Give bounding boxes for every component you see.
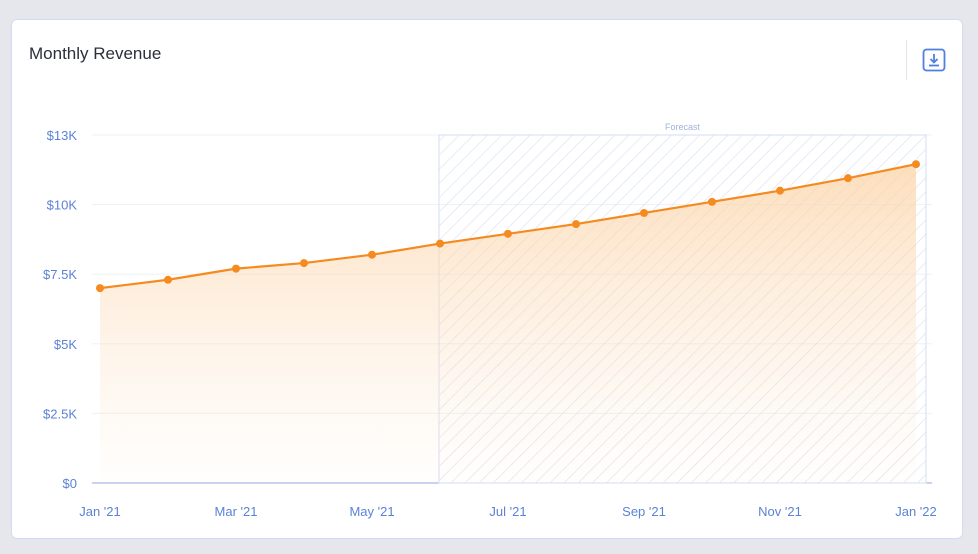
data-point[interactable] — [912, 160, 920, 169]
y-tick-label: $7.5K — [43, 267, 77, 282]
series-area — [100, 164, 916, 483]
download-icon — [922, 48, 946, 72]
y-tick-label: $10K — [47, 198, 78, 213]
data-point[interactable] — [776, 186, 784, 195]
download-button[interactable] — [922, 48, 946, 72]
data-point[interactable] — [572, 220, 580, 229]
data-point[interactable] — [232, 264, 240, 273]
x-tick-label: May '21 — [349, 504, 394, 519]
y-tick-label: $5K — [54, 337, 77, 352]
y-tick-label: $0 — [63, 476, 77, 491]
x-tick-label: Mar '21 — [215, 504, 258, 519]
forecast-label: Forecast — [665, 122, 701, 132]
y-tick-label: $2.5K — [43, 406, 77, 421]
x-tick-label: Jan '21 — [79, 504, 121, 519]
data-point[interactable] — [96, 284, 104, 293]
x-tick-label: Jul '21 — [489, 504, 526, 519]
y-tick-label: $13K — [47, 128, 78, 143]
data-point[interactable] — [640, 208, 648, 217]
card-title: Monthly Revenue — [29, 44, 162, 63]
data-point[interactable] — [844, 174, 852, 183]
x-tick-label: Nov '21 — [758, 504, 802, 519]
data-point[interactable] — [164, 275, 172, 284]
data-point[interactable] — [504, 229, 512, 238]
x-tick-label: Sep '21 — [622, 504, 666, 519]
data-point[interactable] — [368, 250, 376, 259]
header-divider — [906, 40, 907, 80]
data-point[interactable] — [436, 239, 444, 248]
x-tick-label: Jan '22 — [895, 504, 937, 519]
data-point[interactable] — [300, 259, 308, 268]
data-point[interactable] — [708, 197, 716, 206]
